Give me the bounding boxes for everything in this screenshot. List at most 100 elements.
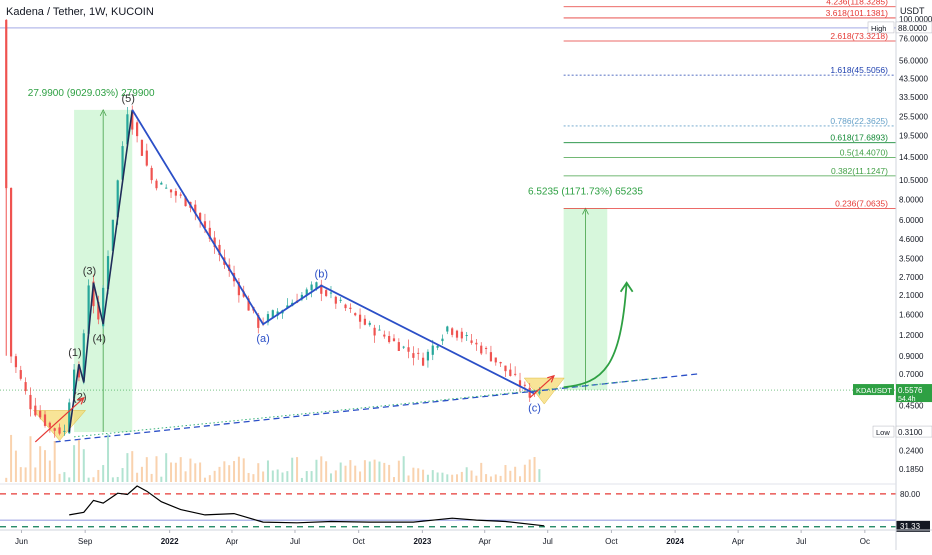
price-axis-badge	[896, 384, 932, 403]
reversal-arrow	[34, 397, 85, 443]
candle-body	[106, 256, 110, 289]
volume-bar	[233, 461, 236, 482]
y-tick-label: 0.1850	[899, 465, 924, 474]
candle-body	[358, 314, 362, 322]
candle-body	[136, 122, 139, 137]
candle-body	[320, 284, 323, 294]
candle-body	[475, 342, 478, 345]
y-tick-label: 56.0000	[899, 56, 928, 65]
wave-label: (1)	[68, 347, 81, 359]
y-tick-label: 6.0000	[899, 216, 924, 225]
price-tag-label: High	[871, 24, 886, 33]
volume-bar	[237, 456, 240, 482]
candle-body	[528, 387, 531, 398]
measure-arrowhead	[99, 108, 107, 117]
volume-bar	[499, 475, 502, 482]
y-tick-label: 1.2000	[899, 331, 924, 340]
volume-bar	[334, 470, 337, 482]
volume-bar	[538, 469, 541, 482]
rsi-line	[69, 485, 545, 527]
volume-bar	[82, 449, 85, 482]
x-tick-label: Oc	[860, 537, 870, 546]
x-tick-label: Apr	[732, 537, 745, 546]
candle-body	[465, 335, 468, 337]
fib-level-label: 2.618(73.3218)	[830, 31, 888, 41]
volume-bar	[426, 474, 429, 482]
wave-label: (4)	[92, 333, 105, 345]
volume-bar	[533, 457, 536, 482]
volume-bar	[19, 467, 22, 482]
volume-bar	[368, 461, 371, 482]
volume-bar	[87, 477, 90, 482]
y-tick-label: 43.5000	[899, 74, 928, 83]
candle-body	[349, 307, 352, 309]
candle-body	[499, 361, 502, 364]
y-tick-label: 100.0000	[899, 15, 932, 24]
volume-bar	[34, 467, 37, 482]
impulse-wave-line	[68, 109, 134, 433]
volume-bar	[116, 476, 119, 482]
candle-body	[523, 384, 526, 386]
volume-bar	[412, 467, 415, 482]
candle-body	[155, 180, 158, 189]
candle-body	[397, 342, 400, 351]
price-axis-badge-value: 88.0000	[898, 24, 927, 33]
candle-body	[208, 227, 211, 239]
x-tick-label: Oct	[605, 537, 618, 546]
volume-bar	[407, 475, 410, 482]
fib-level-label: 0.382(11.1247)	[831, 166, 888, 176]
volume-bar	[465, 467, 468, 482]
volume-bar	[296, 457, 299, 482]
volume-bar	[523, 464, 526, 482]
candle-body	[247, 298, 250, 311]
candle-body	[131, 111, 134, 130]
volume-bar	[378, 461, 381, 482]
volume-bar	[373, 459, 376, 482]
candle-body	[388, 335, 391, 343]
volume-bar	[39, 446, 42, 482]
volume-bar	[339, 462, 342, 482]
reversal-arrow-head	[76, 396, 85, 405]
volume-bar	[136, 472, 139, 482]
volume-bar	[218, 466, 221, 482]
candle-body	[325, 290, 328, 296]
price-axis-badge-value: 0.3100	[898, 428, 923, 437]
measurement-layer: 27.9900 (9029.03%) 279900 6.5235 (1171.73…	[28, 88, 643, 441]
volume-bar	[456, 474, 459, 482]
candle-body	[344, 304, 347, 309]
volume-bar	[349, 460, 352, 482]
volume-bar	[305, 471, 308, 482]
wave-label: (b)	[315, 269, 328, 281]
volume-bar	[359, 471, 362, 482]
volume-bar	[383, 462, 386, 482]
wave-label: (3)	[83, 266, 96, 278]
candle-body	[116, 180, 119, 218]
x-tick-label: 2023	[413, 537, 431, 546]
candle-body	[14, 356, 18, 368]
candle-body	[514, 373, 517, 375]
x-tick-label: Jul	[796, 537, 806, 546]
volume-bar	[208, 475, 211, 482]
y-tick-label: 0.9000	[899, 352, 924, 361]
y-tick-label: 10.5000	[899, 176, 928, 185]
volume-bar	[199, 462, 202, 482]
volume-bar	[315, 459, 318, 482]
candle-body	[470, 340, 473, 343]
volume-bar	[145, 457, 148, 482]
trendline-layer	[54, 373, 700, 443]
candle-body	[305, 289, 308, 296]
candle-body	[9, 187, 13, 357]
candle-body	[368, 322, 371, 325]
candle-body	[140, 139, 144, 156]
volume-bar	[121, 468, 124, 482]
y-tick-label: 1.6000	[899, 311, 924, 320]
volume-bar	[203, 477, 206, 482]
volume-bar	[329, 473, 332, 482]
x-tick-label: Jul	[290, 537, 300, 546]
volume-bar	[53, 440, 56, 482]
candle-body	[29, 394, 32, 410]
candle-body	[417, 352, 420, 354]
x-tick-label: 2024	[666, 537, 684, 546]
candle-body	[126, 114, 129, 145]
